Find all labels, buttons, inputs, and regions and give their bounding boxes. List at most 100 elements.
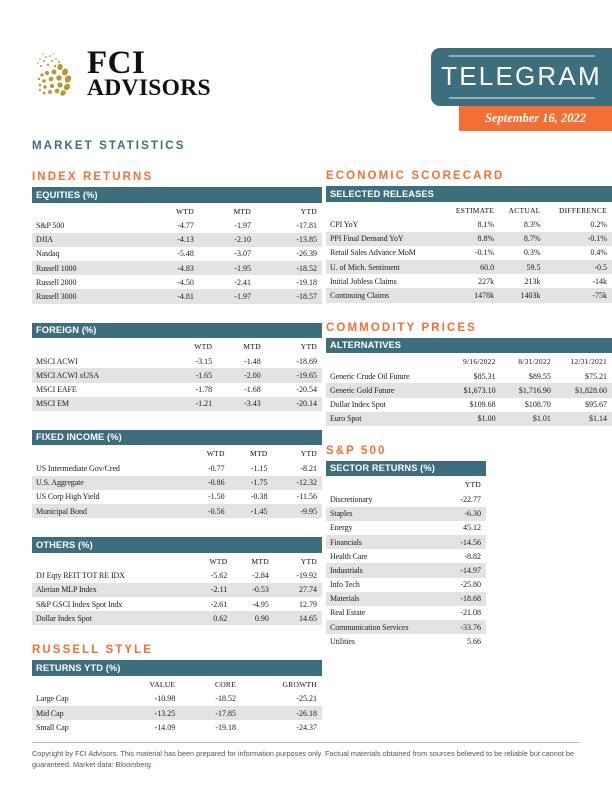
- table-row: Initial Jobless Claims 227k 213k -14k: [326, 274, 612, 288]
- column-header: GROWTH: [282, 679, 317, 689]
- row-label: Euro Spot: [326, 411, 446, 426]
- cell-date1: $1.00: [445, 411, 501, 426]
- cell-difference: 0.4%: [590, 248, 607, 258]
- table-foreign: FOREIGN (%) WTD MTD YTD MSCI ACWI -3.15 -1…: [32, 322, 322, 411]
- table-row: MSCI EM -1.21 -3.43 -20.14: [32, 396, 322, 411]
- row-label: Info Tech: [330, 580, 360, 590]
- cell-ytd: -9.95: [272, 503, 322, 519]
- table-row: Materials -18.68: [326, 591, 486, 606]
- table-row: Health Care -8.82: [326, 549, 486, 563]
- table-equities: EQUITIES (%) WTD MTD YTD S&P 500 -4.77 -1.…: [32, 187, 322, 304]
- table-row: Alerian MLP Index -2.11 -0.53 27.74: [32, 582, 322, 597]
- column-header: [32, 553, 191, 569]
- cell-actual: 59.5: [499, 260, 546, 275]
- cell-ytd: -22.77: [460, 494, 481, 504]
- table-header-row: WTD MTD YTD: [32, 445, 322, 461]
- cell-mtd: -1.48: [244, 356, 261, 366]
- table-header-row: WTD MTD YTD: [32, 203, 322, 219]
- table-row: Staples -6.30: [326, 506, 486, 521]
- cell-mtd: -3.43: [217, 396, 266, 411]
- table-header-row: 9/16/2022 8/31/2022 12/31/2021: [326, 353, 612, 369]
- table-row: DJ Eqty REIT TOT RE IDX -5.62 -2.84 -19.92: [32, 569, 322, 583]
- row-label: Health Care: [330, 551, 368, 561]
- table-row: Retail Sales Advance MoM -0.1% 0.3% 0.4%: [326, 246, 612, 260]
- table-caption: FIXED INCOME (%): [32, 429, 322, 446]
- table-others: OTHERS (%) WTD MTD YTD DJ Eqty REIT TOT …: [32, 537, 322, 626]
- cell-growth: -24.37: [296, 722, 317, 732]
- column-header: [32, 676, 117, 692]
- column-header: [32, 338, 169, 354]
- column-header: [326, 202, 445, 218]
- cell-mtd: -1.97: [234, 221, 251, 231]
- row-label: Large Cap: [36, 694, 69, 704]
- column-header: WTD: [194, 342, 213, 352]
- cell-estimate: 8.1%: [477, 220, 495, 230]
- logo-secondary-text: ADVISORS: [87, 75, 211, 102]
- cell-mtd: -2.41: [234, 277, 251, 287]
- column-header: VALUE: [149, 679, 176, 689]
- row-label: Alerian MLP Index: [32, 582, 191, 597]
- row-label: Russell 2000: [36, 277, 77, 287]
- cell-actual: 0.3%: [523, 248, 541, 258]
- row-label: DJIA: [32, 232, 142, 247]
- economic-scorecard-heading: ECONOMIC SCORECARD: [326, 170, 505, 182]
- right-column: ECONOMIC SCORECARD SELECTED RELEASES EST…: [326, 170, 612, 650]
- row-label: Retail Sales Advance MoM: [330, 248, 416, 258]
- table-russell-style: RETURNS YTD (%) VALUE CORE GROWTH Large …: [32, 660, 322, 734]
- table-sector-returns: SECTOR RETURNS (%) YTD Discretionary -22.…: [326, 460, 486, 649]
- row-label: Discretionary: [330, 494, 373, 504]
- cell-mtd: -1.97: [198, 289, 256, 304]
- table-row: U.S. Aggregate -0.86 -1.75 -12.32: [32, 475, 322, 490]
- cell-date3: $75.21: [585, 371, 607, 381]
- row-label: MSCI EM: [32, 396, 169, 411]
- cell-estimate: 227k: [478, 276, 495, 286]
- cell-wtd: -4.77: [177, 221, 194, 231]
- fci-advisors-logo: FCI ADVISORS: [34, 46, 211, 102]
- column-header: [32, 203, 142, 219]
- row-label: U. of Mich. Sentiment: [326, 260, 445, 275]
- cell-wtd: -0.86: [186, 475, 230, 490]
- cell-ytd: 45.12: [463, 523, 481, 533]
- table-header-row: WTD MTD YTD: [32, 338, 322, 354]
- table-caption: OTHERS (%): [32, 537, 322, 553]
- column-header: 8/31/2022: [518, 357, 551, 367]
- page-header: FCI ADVISORS TELEGRAM September 16, 2022: [0, 0, 612, 131]
- sp500-heading: S&P 500: [326, 444, 387, 457]
- column-header: MTD: [251, 556, 269, 566]
- cell-difference: -0.1%: [545, 231, 612, 246]
- table-alternatives: ALTERNATIVES 9/16/2022 8/31/2022 12/31/2…: [326, 337, 612, 426]
- table-caption: SELECTED RELEASES: [326, 186, 612, 202]
- cell-core: -17.85: [180, 706, 242, 721]
- table-row: MSCI ACWI -3.15 -1.48 -18.69: [32, 354, 322, 368]
- row-label: Initial Jobless Claims: [330, 276, 397, 286]
- table-row: PPI Final Demand YoY 8.8% 8.7% -0.1%: [326, 231, 612, 246]
- row-label: Communication Services: [326, 620, 446, 635]
- row-label: U.S. Aggregate: [32, 475, 187, 490]
- table-row: US Corp High Yield -1.50 -0.38 -11.56: [32, 490, 322, 504]
- table-row: S&P GSCI Index Spot Indx -2.61 -4.95 12.79: [32, 597, 322, 611]
- cell-ytd: -8.82: [464, 551, 481, 561]
- cell-date2: $1.01: [500, 411, 556, 426]
- cell-date1: $109.68: [469, 400, 496, 410]
- cell-date1: $1,673.10: [445, 383, 501, 398]
- table-row: Communication Services -33.76: [326, 620, 486, 635]
- cell-date3: $1.14: [555, 411, 612, 426]
- cell-actual: 8.7%: [499, 231, 546, 246]
- column-header: YTD: [300, 342, 317, 352]
- cell-wtd: -1.65: [168, 368, 218, 383]
- column-header: [326, 353, 445, 369]
- table-header-row: WTD MTD YTD: [32, 553, 322, 569]
- row-label: MSCI EAFE: [36, 385, 77, 395]
- column-header: YTD: [300, 556, 317, 566]
- cell-ytd: -18.52: [255, 261, 322, 276]
- row-label: Generic Gold Future: [326, 383, 446, 398]
- column-header: WTD: [206, 449, 225, 459]
- cell-ytd: -17.81: [296, 221, 317, 231]
- cell-ytd: -14.56: [445, 534, 486, 550]
- cell-value: -13.25: [117, 706, 181, 721]
- cell-date3: $1,828.60: [555, 383, 612, 398]
- cell-ytd: -19.65: [265, 368, 322, 383]
- row-label: Financials: [326, 534, 446, 550]
- table-row: Financials -14.56: [326, 534, 486, 550]
- column-header: WTD: [175, 206, 194, 216]
